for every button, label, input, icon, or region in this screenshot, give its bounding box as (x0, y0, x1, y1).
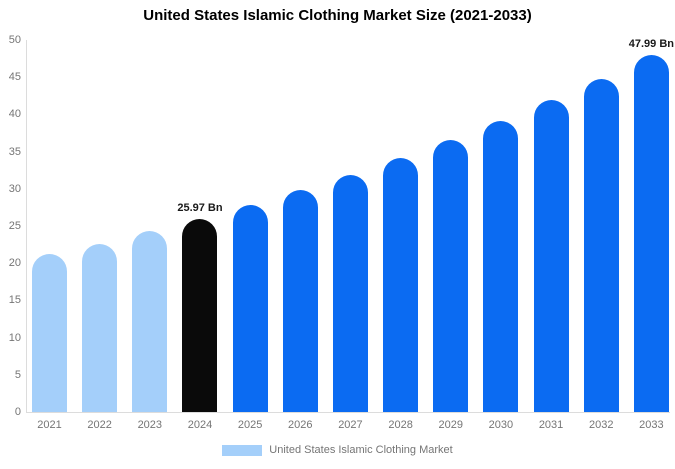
x-label-2029: 2029 (438, 419, 463, 431)
bar-slot-2031 (533, 100, 569, 412)
bar-2033 (633, 54, 669, 412)
x-label-2023: 2023 (137, 419, 163, 431)
bar-slot-2029 (433, 140, 469, 412)
x-label-2021: 2021 (37, 419, 62, 431)
x-label-2031: 2031 (538, 419, 564, 431)
x-label-2027: 2027 (338, 419, 363, 431)
bar-2026 (282, 190, 318, 412)
bar-slot-2033: 47.99 Bn (629, 38, 674, 412)
y-tick-label: 45 (8, 71, 21, 84)
x-axis-line (26, 412, 670, 413)
bars-container: 25.97 Bn 47.99 Bn (31, 38, 674, 412)
bar-slot-2028 (383, 158, 419, 412)
y-tick-label: 35 (8, 145, 21, 158)
bar-2027 (332, 174, 368, 412)
bar-2029 (433, 140, 469, 412)
y-tick-label: 30 (8, 182, 21, 195)
bar-2021 (32, 254, 67, 412)
bar-slot-2032 (583, 78, 619, 412)
bar-2025 (232, 205, 268, 412)
bar-slot-2025 (232, 205, 268, 412)
legend-label: United States Islamic Clothing Market (269, 444, 453, 456)
chart-title: United States Islamic Clothing Market Si… (143, 7, 532, 24)
bar-2031 (533, 100, 569, 412)
bar-value-label: 25.97 Bn (177, 201, 223, 214)
bar-2022 (82, 243, 118, 412)
bar-slot-2026 (282, 190, 318, 412)
bar-2030 (483, 121, 519, 412)
y-tick-label: 5 (14, 368, 21, 381)
y-axis-line (26, 40, 27, 413)
plot-area: 0 5 10 15 20 25 30 35 40 45 50 25.97 Bn 47.99 Bn (9, 34, 674, 418)
bar-value-label: 47.99 Bn (628, 37, 674, 50)
y-tick-label: 50 (8, 34, 21, 46)
bar-slot-2023 (132, 231, 168, 412)
legend: United States Islamic Clothing Market (0, 444, 675, 456)
bar-slot-2022 (82, 243, 118, 412)
bar-2032 (583, 78, 619, 412)
bar-2024 (182, 218, 218, 412)
x-label-2025: 2025 (237, 419, 263, 431)
bar-slot-2030 (483, 121, 519, 412)
x-label-2028: 2028 (388, 419, 413, 431)
bar-slot-2027 (332, 174, 368, 412)
bar-slot-2024: 25.97 Bn (177, 202, 223, 412)
x-label-2033: 2033 (639, 419, 664, 431)
x-label-2030: 2030 (488, 419, 514, 431)
y-tick-label: 40 (8, 108, 21, 121)
bar-2028 (383, 158, 419, 412)
x-label-2032: 2032 (588, 419, 614, 431)
x-axis: 2021 2022 2023 2024 2025 2026 2027 2028 2029 2030… (31, 419, 670, 431)
y-tick-label: 10 (8, 331, 21, 344)
x-label-2026: 2026 (288, 419, 313, 431)
x-label-2024: 2024 (187, 419, 213, 431)
y-tick-label: 25 (8, 220, 21, 232)
x-label-2022: 2022 (87, 419, 112, 431)
y-tick-label: 15 (8, 294, 21, 307)
y-tick-label: 0 (14, 406, 21, 418)
y-tick-label: 20 (8, 257, 21, 270)
bar-slot-2021 (32, 254, 67, 412)
bar-2023 (132, 231, 168, 412)
legend-swatch-icon (222, 444, 263, 456)
